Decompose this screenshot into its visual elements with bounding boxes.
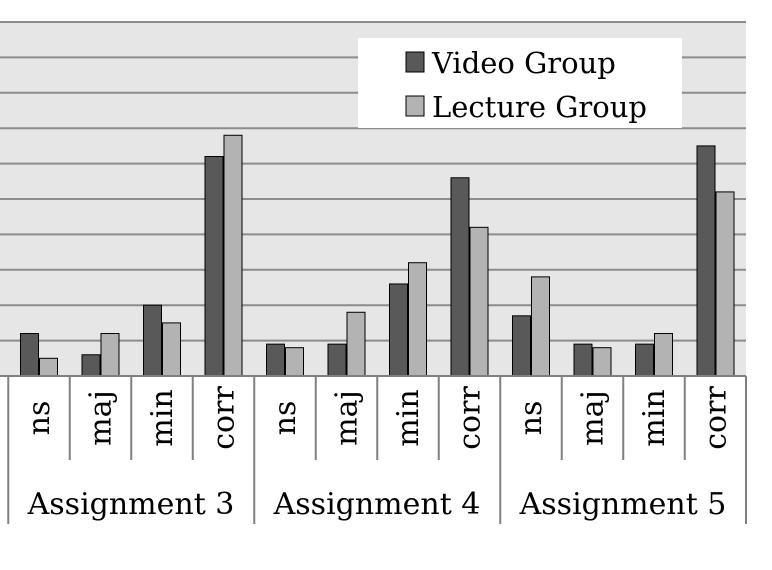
bar-video-group-5	[327, 343, 347, 377]
category-label-maj-1: maj	[84, 390, 119, 446]
group-label-assignment-5: Assignment 5	[519, 487, 727, 522]
category-label-corr-11: corr	[699, 386, 734, 450]
bar-lecture-group-6	[408, 262, 427, 377]
bar-video-group-6	[389, 283, 408, 377]
category-label-corr-3: corr	[207, 386, 242, 450]
bars	[20, 134, 735, 377]
legend-swatch-video-group	[405, 51, 425, 73]
bar-lecture-group-10	[654, 333, 673, 377]
category-label-ns-8: ns	[514, 401, 549, 436]
bar-video-group-10	[635, 343, 654, 377]
legend: Video Group Lecture Group	[358, 38, 682, 128]
category-label-min-2: min	[145, 389, 180, 446]
bar-video-group-2	[143, 304, 162, 377]
bar-lecture-group-7	[469, 226, 489, 377]
bar-video-group-1	[81, 354, 101, 377]
bar-video-group-7	[450, 177, 470, 377]
bar-lecture-group-1	[100, 333, 120, 377]
category-label-min-6: min	[391, 389, 426, 446]
bar-lecture-group-5	[346, 311, 366, 377]
bar-video-group-0	[20, 333, 39, 377]
bar-video-group-8	[512, 315, 531, 377]
bar-video-group-4	[266, 343, 285, 377]
category-label-maj-9: maj	[576, 390, 611, 446]
bar-lecture-group-9	[592, 347, 612, 377]
group-label-assignment-3: Assignment 3	[27, 487, 235, 522]
bar-video-group-9	[573, 343, 593, 377]
gridlines	[0, 21, 746, 342]
bar-lecture-group-8	[531, 276, 550, 377]
category-label-ns-4: ns	[268, 401, 303, 436]
bar-video-group-3	[204, 156, 224, 377]
category-label-ns-0: ns	[22, 401, 57, 436]
category-label-maj-5: maj	[330, 390, 365, 446]
group-label-assignment-4: Assignment 4	[273, 487, 481, 522]
legend-label-video-group: Video Group	[431, 46, 616, 80]
bar-lecture-group-3	[223, 134, 243, 377]
bar-lecture-group-2	[162, 322, 181, 377]
bar-lecture-group-4	[285, 347, 304, 377]
bar-lecture-group-0	[39, 357, 58, 377]
bar-video-group-11	[696, 145, 716, 377]
bar-lecture-group-11	[715, 191, 735, 377]
category-label-min-10: min	[637, 389, 672, 446]
legend-label-lecture-group: Lecture Group	[432, 90, 647, 124]
category-label-corr-7: corr	[453, 386, 488, 450]
legend-swatch-lecture-group	[405, 95, 425, 117]
